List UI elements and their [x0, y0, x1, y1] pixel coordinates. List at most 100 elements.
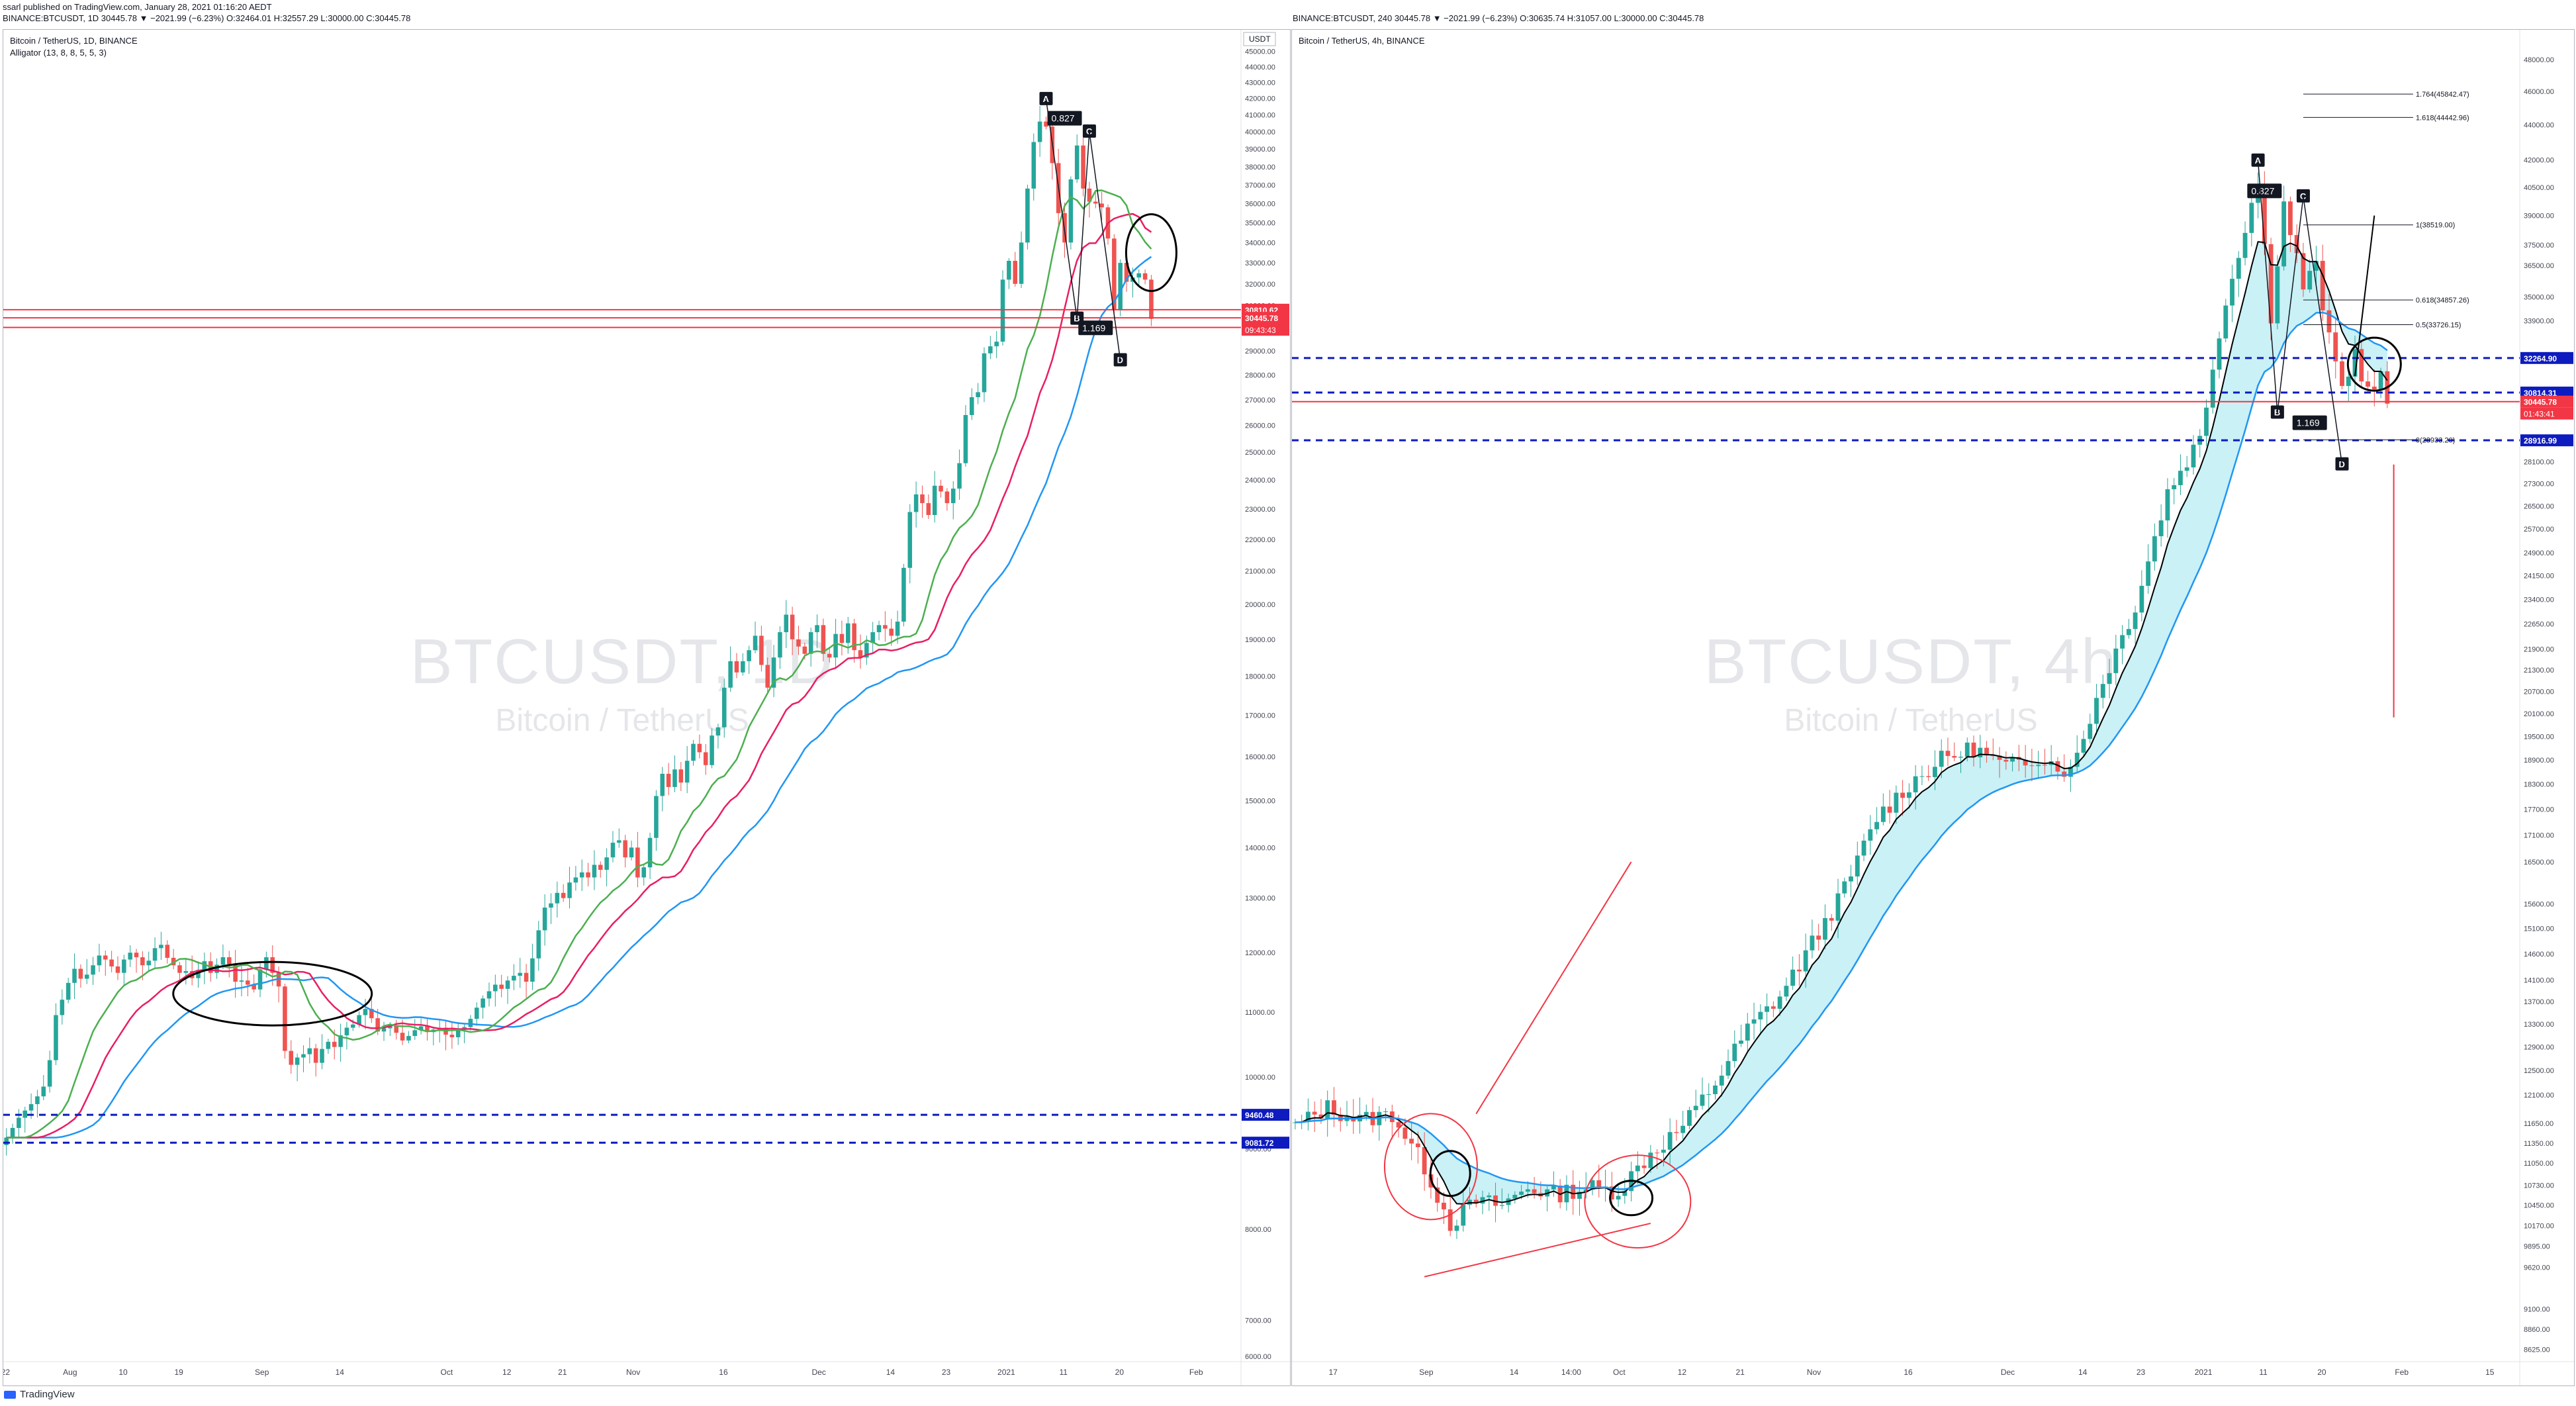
- ema-fast-line: [1295, 241, 2388, 1205]
- price-tick-label: 10450.00: [2524, 1202, 2554, 1210]
- candle-body: [1616, 1195, 1621, 1199]
- ema-cloud-fill: [1295, 242, 2387, 1204]
- candle-body: [332, 1041, 337, 1047]
- fib-level-label: 0.5(33726.15): [2416, 322, 2461, 330]
- candle-body: [2268, 244, 2274, 324]
- candle-body: [2223, 305, 2229, 339]
- candle-body: [710, 735, 714, 765]
- candle-body: [771, 657, 776, 688]
- price-tick-label: 13700.00: [2524, 998, 2554, 1006]
- candle-body: [1461, 1204, 1466, 1226]
- candle-body: [23, 1110, 27, 1118]
- candle-body: [1816, 935, 1821, 940]
- candle-body: [115, 966, 120, 973]
- tradingview-footer[interactable]: TradingView: [4, 1389, 75, 1400]
- price-tick-label: 18900.00: [2524, 757, 2554, 765]
- chart-title: Bitcoin / TetherUS, 1D, BINANCE: [10, 36, 138, 46]
- candle-body: [1790, 969, 1796, 986]
- candle-body: [2178, 471, 2183, 485]
- candle-body: [957, 463, 962, 489]
- price-tick-label: 33900.00: [2524, 318, 2554, 326]
- candle-body: [1706, 1094, 1712, 1095]
- candle-body: [134, 953, 139, 958]
- candle-body: [122, 959, 126, 973]
- price-tick-label: 25000.00: [1245, 449, 1275, 457]
- candle-body: [821, 625, 826, 654]
- candle-body: [103, 955, 108, 960]
- pattern-point-label: C: [2300, 191, 2307, 201]
- candle-body: [1861, 840, 1866, 856]
- candle-body: [592, 865, 597, 878]
- time-tick-label: 2021: [997, 1368, 1015, 1377]
- candle-body: [666, 773, 671, 787]
- candle-body: [462, 1027, 467, 1029]
- candle-body: [2120, 635, 2125, 649]
- candle-body: [518, 972, 522, 976]
- candle-body: [2074, 753, 2080, 767]
- candle-body: [1081, 145, 1085, 189]
- candle-body: [128, 953, 132, 960]
- candle-body: [1622, 1191, 1628, 1196]
- candle-body: [313, 1048, 318, 1063]
- candle-body: [913, 494, 919, 512]
- candle-body: [2314, 261, 2319, 271]
- time-tick-label: Oct: [441, 1368, 453, 1377]
- candle-body: [876, 625, 882, 633]
- candle-body: [1990, 755, 1996, 757]
- price-tick-label: 10730.00: [2524, 1182, 2554, 1190]
- price-tick-label: 13000.00: [1245, 895, 1275, 903]
- time-tick-label: 17: [1328, 1368, 1338, 1377]
- candle-body: [320, 1049, 324, 1063]
- candle-body: [1823, 917, 1827, 940]
- candle-body: [802, 646, 807, 654]
- candle-body: [394, 1025, 398, 1033]
- candle-body: [1409, 1139, 1414, 1144]
- candle-body: [1124, 263, 1129, 282]
- pattern-point-label: A: [1042, 94, 1049, 104]
- price-tick-label: 21000.00: [1245, 568, 1275, 576]
- candle-body: [493, 984, 498, 992]
- candle-body: [635, 847, 640, 878]
- candle-body: [567, 882, 572, 898]
- price-tick-label: 14600.00: [2524, 951, 2554, 959]
- candle-body: [629, 847, 634, 858]
- candle-body: [283, 986, 287, 1051]
- time-tick-label: 23: [2137, 1368, 2146, 1377]
- chart-title: Bitcoin / TetherUS, 4h, BINANCE: [1299, 36, 1425, 46]
- candle-body: [2191, 444, 2196, 468]
- chart-panel-4h[interactable]: Bitcoin / TetherUS, 4h, BINANCE BTCUSDT,…: [1291, 29, 2575, 1386]
- candle-body: [1312, 1111, 1317, 1115]
- candle-body: [926, 503, 931, 516]
- price-label-box: [1242, 1109, 1289, 1121]
- candle-body: [177, 965, 182, 973]
- time-tick-label: 21: [1736, 1368, 1745, 1377]
- time-tick-label: 20: [2317, 1368, 2326, 1377]
- candle-body: [1532, 1189, 1537, 1194]
- candle-body: [734, 661, 739, 673]
- annotation-ellipse-red: [1383, 1113, 1478, 1221]
- price-tick-label: 22000.00: [1245, 536, 1275, 544]
- candle-body: [1493, 1195, 1498, 1206]
- candle-body: [1725, 1060, 1731, 1076]
- candle-body: [1687, 1110, 1692, 1126]
- chart-panel-1d[interactable]: Bitcoin / TetherUS, 1D, BINANCE Alligato…: [3, 29, 1291, 1386]
- chart-canvas-4h[interactable]: 8625.00 8860.00 9100.00 9620.00 9895.00 10170…: [1292, 30, 2574, 1385]
- chart-canvas-1d[interactable]: 7000.008000.009000.0010000.0011000.00120…: [3, 30, 1290, 1385]
- price-tick-label: 16500.00: [2524, 859, 2554, 867]
- candle-body: [2172, 485, 2177, 490]
- candle-body: [1318, 1114, 1324, 1119]
- countdown-label: 09:43:43: [1245, 326, 1276, 335]
- indicator-legend: Alligator (13, 8, 8, 5, 5, 3): [10, 48, 107, 58]
- candle-body: [1874, 821, 1879, 829]
- candle-body: [2320, 261, 2325, 310]
- candle-body: [66, 982, 71, 1000]
- fib-level-label: 1(38519.00): [2416, 222, 2455, 230]
- candle-body: [165, 945, 170, 958]
- candle-body: [109, 959, 114, 966]
- candle-body: [939, 485, 943, 492]
- time-tick-label: 10: [118, 1368, 128, 1377]
- price-tick-label: 17700.00: [2524, 806, 2554, 814]
- candle-body: [796, 639, 801, 647]
- annotation-ellipse: [1125, 213, 1177, 293]
- candle-body: [2210, 369, 2215, 408]
